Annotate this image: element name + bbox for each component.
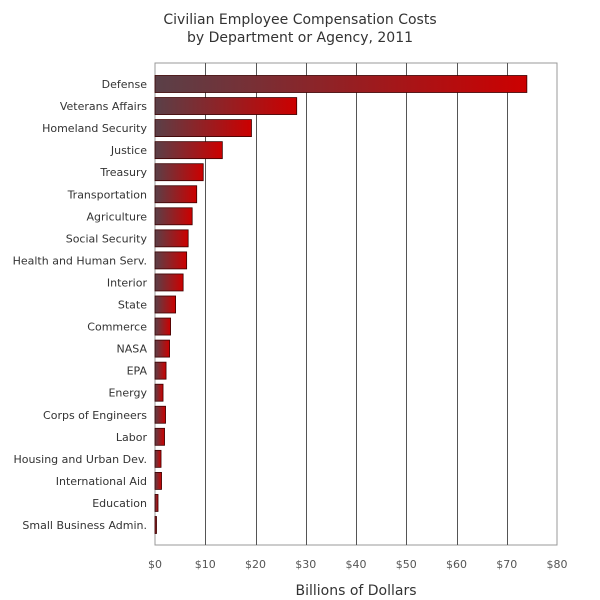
category-label: Veterans Affairs: [60, 100, 147, 113]
bar: [154, 471, 162, 490]
category-label: Corps of Engineers: [43, 409, 147, 422]
bar: [154, 449, 162, 468]
x-tick-label: $60: [446, 558, 467, 571]
bar: [154, 339, 170, 358]
bar: [154, 207, 193, 226]
bar: [154, 516, 157, 534]
category-label: Interior: [107, 276, 148, 289]
category-label: Homeland Security: [42, 122, 147, 135]
bar: [154, 163, 204, 182]
x-tick-label: $80: [547, 558, 568, 571]
category-label: International Aid: [56, 475, 147, 488]
x-tick-label: $0: [148, 558, 162, 571]
category-label: State: [118, 299, 147, 312]
bar: [154, 185, 198, 204]
bar: [154, 405, 166, 424]
bar: [154, 295, 177, 314]
bar: [154, 251, 188, 270]
x-tick-label: $70: [496, 558, 517, 571]
category-label: EPA: [127, 365, 148, 378]
x-tick-label: $10: [195, 558, 216, 571]
x-tick-label: $40: [346, 558, 367, 571]
bar: [154, 141, 223, 160]
category-label: Labor: [116, 431, 148, 444]
category-label: NASA: [117, 343, 148, 356]
category-label: Justice: [110, 144, 147, 157]
category-label: Housing and Urban Dev.: [13, 453, 147, 466]
category-label: Commerce: [87, 321, 147, 334]
category-label: Defense: [102, 78, 148, 91]
category-label: Energy: [108, 387, 147, 400]
category-label: Education: [92, 497, 147, 510]
x-tick-label: $50: [396, 558, 417, 571]
x-tick-label: $30: [295, 558, 316, 571]
bar: [154, 361, 167, 380]
bar: [154, 494, 159, 512]
bar: [154, 97, 298, 115]
bar: [154, 427, 165, 446]
category-label: Agriculture: [87, 210, 148, 223]
bar: [154, 229, 189, 248]
bar: [154, 119, 252, 137]
bar: [154, 75, 528, 93]
chart-title: Civilian Employee Compensation Costs: [163, 12, 437, 28]
category-label: Small Business Admin.: [22, 519, 147, 532]
x-tick-label: $20: [245, 558, 266, 571]
bar: [154, 273, 184, 292]
category-label: Social Security: [66, 232, 148, 245]
category-label: Treasury: [99, 166, 147, 179]
x-axis-label: Billions of Dollars: [295, 583, 416, 599]
category-label: Transportation: [67, 188, 147, 201]
chart-subtitle: by Department or Agency, 2011: [186, 30, 414, 46]
category-label: Health and Human Serv.: [13, 254, 147, 267]
bar: [154, 317, 171, 336]
bar: [154, 383, 164, 402]
